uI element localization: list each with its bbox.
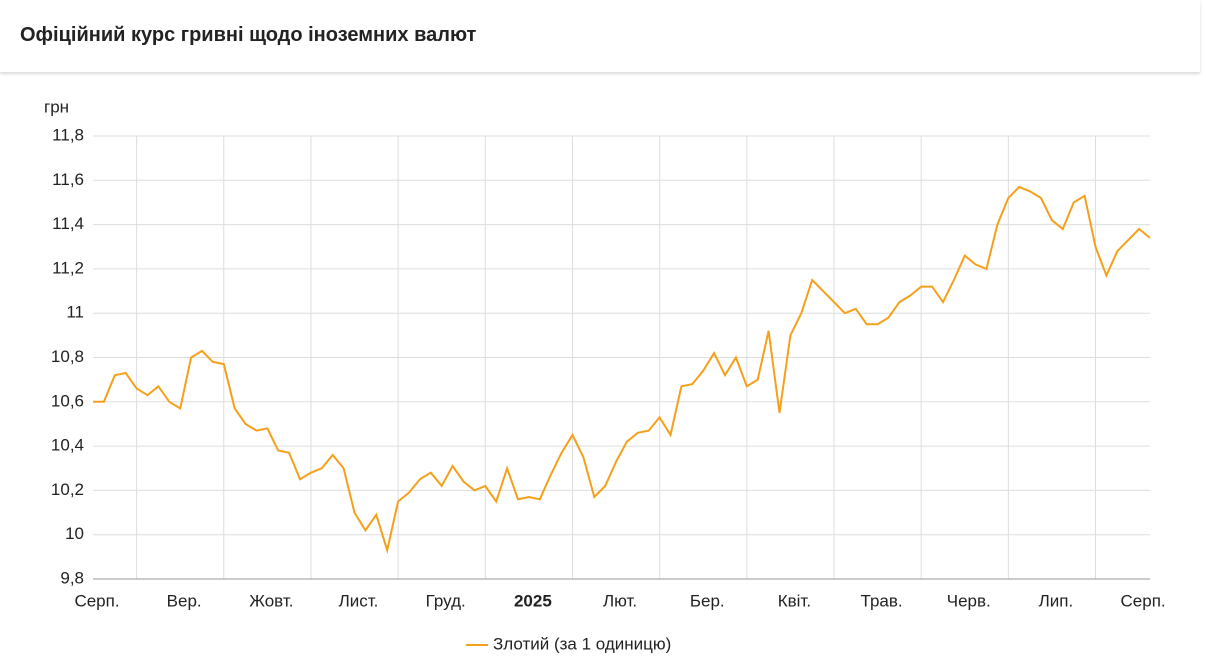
x-tick-label: Лип.	[1039, 591, 1074, 610]
y-unit: грн	[44, 97, 69, 116]
x-tick-label: Квіт.	[778, 591, 811, 610]
x-tick-label: Черв.	[947, 591, 991, 610]
x-tick-label: Груд.	[426, 591, 466, 610]
legend-label: Злотий (за 1 одиницю)	[493, 634, 671, 653]
x-tick-label: Жовт.	[249, 591, 293, 610]
y-tick-label: 10,8	[51, 347, 84, 366]
y-tick-label: 10,6	[51, 391, 84, 410]
y-tick-label: 11,2	[52, 258, 84, 277]
y-tick-label: 11	[66, 303, 84, 322]
line	[93, 185, 1151, 555]
y-tick-label: 10,2	[51, 480, 84, 499]
y-tick-label: 11,4	[52, 214, 84, 233]
x-tick-label: 2025	[514, 591, 552, 610]
y-tick-label: 9,8	[60, 568, 84, 587]
x-tick-label: Серп.	[1121, 591, 1166, 610]
y-tick-label: 10,4	[51, 436, 84, 455]
x-tick-label: Лист.	[339, 591, 379, 610]
x-tick-label: Бер.	[690, 591, 725, 610]
x-tick-label: Лют.	[603, 591, 637, 610]
header: Офіційний курс гривні щодо іноземних вал…	[0, 0, 1200, 72]
page-title: Офіційний курс гривні щодо іноземних вал…	[20, 24, 477, 46]
x-tick-label: Трав.	[861, 591, 903, 610]
y-tick-label: 11,6	[52, 170, 84, 189]
x-tick-label: Вер.	[167, 591, 202, 610]
x-tick-label: Серп.	[74, 591, 119, 610]
y-tick-label: 11,8	[52, 125, 84, 144]
y-tick-label: 10	[65, 524, 84, 543]
